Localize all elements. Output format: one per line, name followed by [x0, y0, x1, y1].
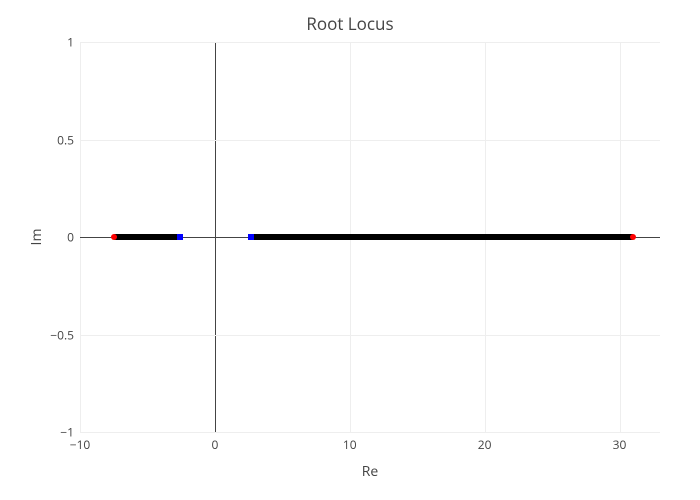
y-gridline: [80, 432, 660, 433]
y-gridline: [80, 140, 660, 141]
pole-marker: [111, 234, 117, 240]
x-axis-label: Re: [362, 462, 379, 481]
x-tick-label: 30: [613, 436, 627, 453]
locus-branch: [251, 234, 633, 240]
y-tick-label: −1: [60, 424, 74, 441]
y-tick-label: 1: [67, 34, 74, 51]
y-tick-label: 0: [67, 229, 74, 246]
plot-area: [80, 42, 660, 432]
chart-title: Root Locus: [0, 12, 700, 35]
zero-marker: [177, 234, 183, 240]
y-gridline: [80, 42, 660, 43]
x-tick-label: 20: [478, 436, 492, 453]
y-axis-label: Im: [27, 229, 46, 246]
y-tick-label: −0.5: [50, 326, 74, 343]
y-tick-label: 0.5: [57, 131, 74, 148]
zero-marker: [248, 234, 254, 240]
y-gridline: [80, 335, 660, 336]
x-tick-label: 10: [343, 436, 357, 453]
x-tick-label: 0: [211, 436, 218, 453]
locus-branch: [114, 234, 180, 240]
pole-marker: [630, 234, 636, 240]
